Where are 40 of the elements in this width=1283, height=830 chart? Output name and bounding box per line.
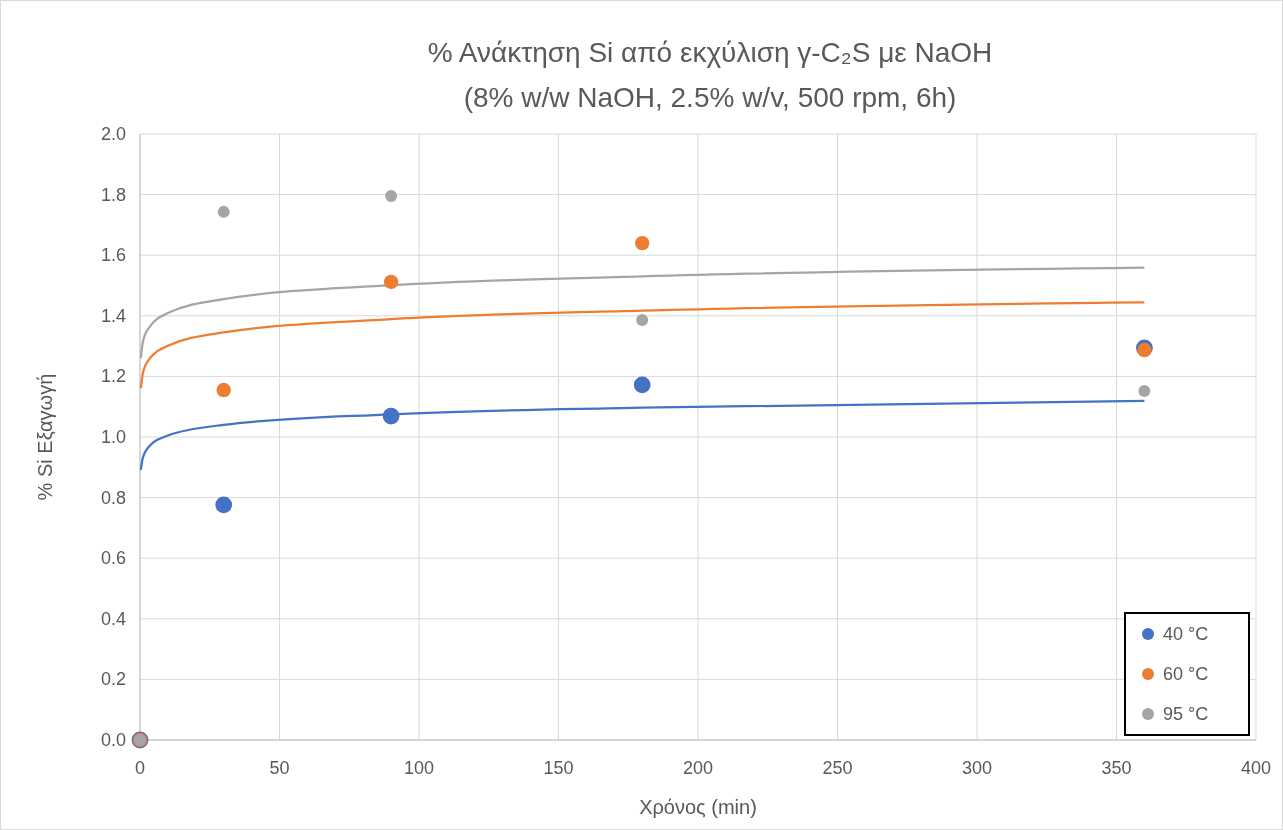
point: [636, 314, 649, 327]
point: [216, 382, 231, 398]
y-tick-label: 1.6: [100, 245, 126, 266]
legend-label: 95 °C: [1163, 704, 1209, 724]
y-tick-label: 1.8: [100, 184, 126, 205]
line-series: [139, 301, 1146, 390]
y-tick-label: 0.6: [100, 548, 126, 569]
y-tick-label: 0.4: [100, 608, 126, 629]
y-tick-label: 1.0: [100, 427, 126, 447]
y-tick-label: 2.0: [100, 124, 126, 144]
point: [635, 235, 650, 251]
point: [1138, 384, 1151, 397]
point: [633, 376, 651, 394]
x-tick-label: 350: [1101, 758, 1132, 778]
point: [215, 496, 233, 514]
x-tick-label: 300: [961, 758, 993, 778]
x-tick-label: 150: [543, 758, 574, 778]
x-tick-label: 100: [403, 758, 435, 778]
y-tick-label: 1.4: [100, 305, 126, 326]
legend-label: 60 °C: [1163, 664, 1209, 684]
y-tick-label: 0.2: [100, 669, 126, 690]
line-series: [139, 399, 1146, 471]
point: [382, 407, 400, 425]
point: [383, 274, 399, 290]
y-axis-title: % Si Εξαγωγή: [34, 373, 56, 501]
x-tick-label: 0: [134, 758, 146, 778]
x-axis-title: Χρόνος (min): [639, 796, 757, 818]
chart-title: % Ανάκτηση Si από εκχύλιση γ-C₂S με NaOH: [427, 37, 993, 68]
y-tick-label: 0.8: [100, 487, 126, 508]
x-tick-label: 250: [822, 758, 853, 778]
y-tick-label: 0.0: [100, 730, 126, 750]
x-tick-label: 50: [269, 758, 290, 778]
chart-subtitle: (8% w/w NaOH, 2.5% w/v, 500 rpm, 6h): [463, 82, 957, 113]
point: [217, 205, 230, 218]
y-tick-label: 1.2: [100, 366, 126, 387]
legend-label: 40 °C: [1163, 624, 1209, 644]
x-tick-label: 400: [1240, 758, 1272, 778]
point: [385, 190, 398, 203]
x-tick-label: 200: [682, 758, 714, 778]
line-series: [139, 266, 1146, 360]
